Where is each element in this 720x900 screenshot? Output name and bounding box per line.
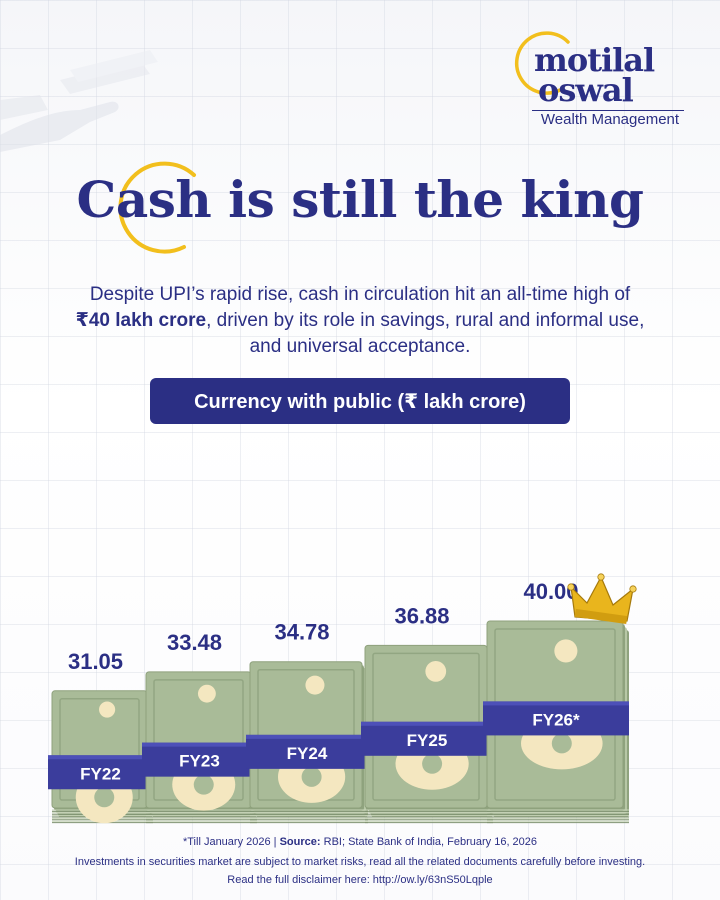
value-label: 40.00 [523,579,578,604]
description-line2: , driven by its role in savings, rural a… [206,310,645,331]
description-line3: and universal acceptance. [249,336,471,357]
bar-fy22: FY22 31.05 [48,649,153,824]
value-label: 34.78 [274,620,329,645]
bar-chart: FY22 31.05 FY23 33.48 FY24 34.78 FY25 36.88 FY26… [0,440,720,830]
logo-divider [532,110,684,111]
logo-subtitle: Wealth Management [540,111,680,128]
chart-label-pill: Currency with public (₹ lakh crore) [150,378,570,424]
footer-disclaimer: Read the full disclaimer here: http://ow… [227,874,493,886]
category-label: FY25 [407,731,448,750]
chart-svg: FY22 31.05 FY23 33.48 FY24 34.78 FY25 36.88 FY26… [48,573,637,824]
footer-risk: Investments in securities market are sub… [74,856,646,868]
footer-source: *Till January 2026 | Source: RBI; State … [0,836,720,848]
category-label: FY22 [80,764,121,783]
value-label: 31.05 [68,649,123,674]
title-ring-icon [118,161,196,254]
bar-fy25: FY25 36.88 [361,603,493,824]
logo-name-line2: oswal [538,71,634,109]
bar-fy24: FY24 34.78 [246,620,368,824]
footer-source-text: RBI; State Bank of India, February 16, 2… [323,836,538,848]
bar-fy23: FY23 33.48 [142,630,257,824]
footer-note: *Till January 2026 [182,836,271,848]
handshake-cash-icon [0,50,158,152]
description-line1: Despite UPI’s rapid rise, cash in circul… [89,284,631,305]
brand-logo: motilal oswal Wealth Management [514,30,692,130]
description: Despite UPI’s rapid rise, cash in circul… [60,282,660,360]
value-label: 33.48 [167,630,222,655]
value-label: 36.88 [394,603,449,628]
page-title: Cash is still the king [76,170,644,229]
description-highlight: ₹40 lakh crore [75,310,207,331]
logo-ring-icon [514,31,570,95]
category-label: FY26* [532,710,580,729]
category-label: FY24 [287,744,328,763]
crown-icon [567,573,637,625]
logo-name-line1: motilal [534,41,655,79]
footer-separator: | [273,836,277,848]
bar-fy26: FY26* 40.00 [483,579,629,824]
footer-source-label: Source: [279,836,321,848]
category-label: FY23 [179,752,220,771]
